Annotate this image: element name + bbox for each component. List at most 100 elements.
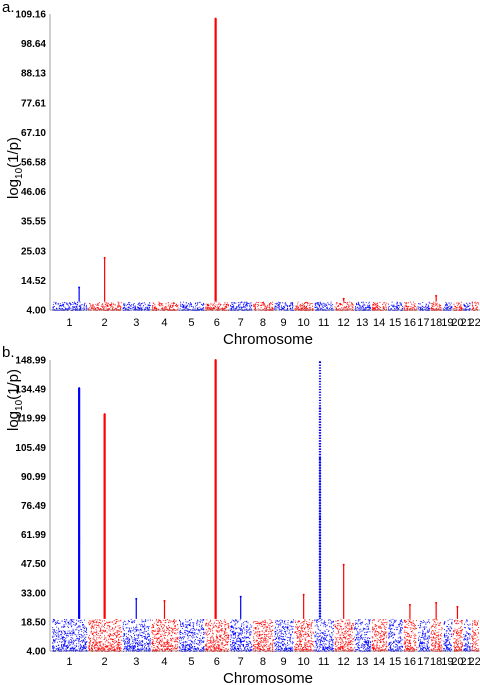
x-tick-label: 8 — [260, 317, 266, 329]
chromosome-5-points — [179, 618, 205, 652]
chromosome-12-points — [334, 301, 354, 311]
y-tick-label: 61.99 — [21, 530, 46, 541]
x-tick-label: 10 — [298, 656, 310, 668]
chromosome-1-points — [52, 618, 88, 652]
peak-top-point — [456, 605, 459, 608]
x-tick-label: 5 — [188, 317, 194, 329]
panel-b-ylabel: log10(1/p) — [5, 369, 25, 431]
y-tick-label: 90.99 — [21, 472, 46, 483]
chromosome-14-points — [371, 619, 388, 652]
x-tick-label: 8 — [260, 656, 266, 668]
panel-a-yticks: 4.00 14.52 25.03 35.55 46.06 56.58 67.10 77.61 8… — [15, 10, 46, 317]
x-tick-label: 18 — [430, 317, 442, 329]
panel-b-letter: b. — [2, 344, 15, 361]
x-tick-label: 18 — [430, 656, 442, 668]
chromosome-15-points — [388, 618, 404, 652]
chromosome-3-points — [122, 618, 151, 652]
panel-a-ylabel-tail: (1/p) — [5, 137, 22, 168]
peak-top-point — [318, 457, 321, 460]
chromosome-15-points — [388, 301, 404, 311]
chromosome-21-points — [463, 619, 471, 652]
x-tick-label: 13 — [356, 656, 368, 668]
x-tick-label: 15 — [389, 656, 401, 668]
x-tick-label: 2 — [102, 317, 108, 329]
x-tick-label: 11 — [318, 317, 329, 329]
peak-top-point — [318, 517, 321, 520]
x-tick-label: 12 — [338, 656, 350, 668]
peak-top-point — [342, 297, 345, 300]
x-tick-label: 14 — [373, 656, 385, 668]
chromosome-19-points — [443, 618, 453, 652]
x-tick-label: 10 — [298, 317, 310, 329]
panel-a-ylabel-main: log — [5, 179, 22, 199]
peak-top-point — [103, 413, 106, 416]
chromosome-8-points — [252, 619, 274, 652]
x-tick-label: 2 — [102, 656, 108, 668]
chromosome-17-points — [417, 301, 431, 311]
panel-a-ylabel: log10(1/p) — [5, 137, 25, 199]
panel-a-ylabel-sub: 10 — [14, 167, 25, 179]
peak-top-point — [302, 593, 305, 596]
chromosome-13-points — [354, 618, 372, 652]
panel-a-points — [52, 17, 479, 311]
chromosome-10-points — [294, 301, 314, 311]
y-tick-label: 109.16 — [15, 10, 46, 21]
y-tick-label: 46.06 — [21, 187, 46, 198]
peak-top-point — [78, 286, 81, 289]
x-tick-label: 13 — [356, 317, 368, 329]
chromosome-1-points — [52, 301, 88, 311]
x-tick-label: 16 — [404, 317, 416, 329]
chromosome-11-points — [314, 301, 334, 311]
panel-b: b. log10(1/p) 4.0018.5033.0047.5061.9976… — [2, 344, 480, 685]
chromosome-3-points — [122, 302, 151, 311]
y-tick-label: 33.00 — [21, 588, 46, 599]
x-tick-label: 22 — [468, 656, 480, 668]
x-tick-label: 19 — [441, 317, 453, 329]
panel-a-xlabel: Chromosome — [223, 331, 313, 348]
y-tick-label: 56.58 — [21, 158, 46, 169]
y-tick-label: 119.99 — [16, 414, 46, 425]
x-tick-label: 7 — [238, 656, 244, 668]
y-tick-label: 47.50 — [21, 559, 46, 570]
panel-a-letter: a. — [2, 0, 15, 16]
svg-text:log10(1/p): log10(1/p) — [5, 369, 25, 431]
y-tick-label: 25.03 — [21, 246, 46, 257]
panel-b-ylabel-main: log — [5, 411, 22, 431]
peak-top-point — [342, 563, 345, 566]
x-tick-label: 16 — [404, 656, 416, 668]
x-tick-label: 12 — [338, 317, 350, 329]
chromosome-13-points — [354, 301, 372, 311]
x-tick-label: 11 — [318, 656, 329, 668]
x-tick-label: 19 — [441, 656, 453, 668]
panel-b-ylabel-tail: (1/p) — [5, 369, 22, 400]
x-tick-label: 22 — [468, 317, 480, 329]
x-tick-label: 4 — [161, 317, 167, 329]
peak-top-point — [78, 465, 81, 468]
peak-top-point — [435, 294, 438, 297]
x-tick-label: 20 — [451, 317, 463, 329]
peak-top-point — [239, 595, 242, 598]
chromosome-7-points — [229, 301, 253, 311]
chromosome-14-points — [371, 302, 388, 311]
x-tick-label: 17 — [417, 317, 429, 329]
chromosome-10-points — [294, 619, 314, 652]
peak-top-point — [163, 599, 166, 602]
x-tick-label: 14 — [373, 317, 385, 329]
peak-top-point — [103, 256, 106, 259]
y-tick-label: 98.64 — [21, 39, 46, 50]
y-tick-label: 14.52 — [21, 276, 46, 287]
y-tick-label: 35.55 — [21, 217, 46, 228]
peak-top-point — [435, 601, 438, 604]
y-tick-label: 67.10 — [21, 128, 46, 139]
chromosome-22-points — [471, 620, 479, 652]
x-tick-label: 1 — [66, 317, 72, 329]
peak-top-point — [214, 17, 217, 20]
chromosome-7-points — [229, 619, 253, 652]
peak-top-point — [78, 537, 81, 540]
peak-top-point — [135, 597, 138, 600]
y-tick-label: 88.13 — [21, 69, 46, 80]
chromosome-21-points — [463, 302, 471, 311]
